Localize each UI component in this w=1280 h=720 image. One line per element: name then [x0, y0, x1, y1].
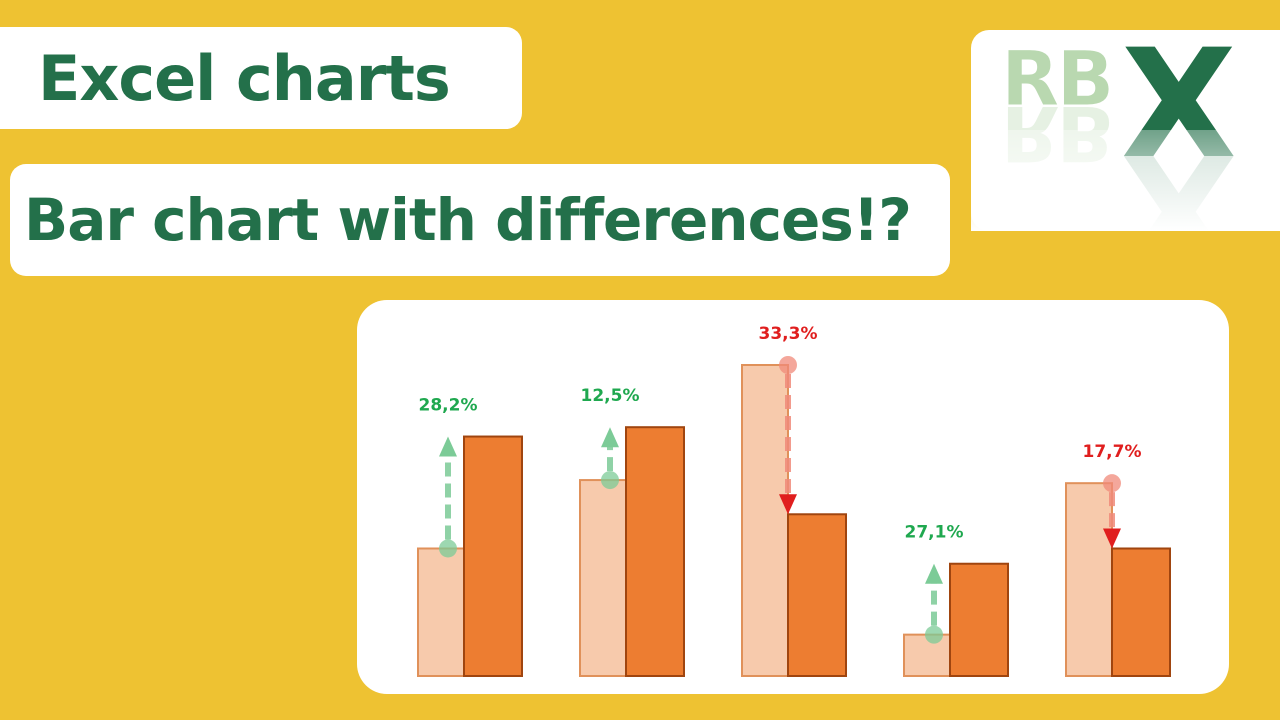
bar-current-3: [787, 513, 847, 677]
bar-current-4: [949, 562, 1009, 678]
bar-previous-3: [741, 364, 789, 677]
diff-arrow-head-3: [779, 494, 797, 515]
bar-previous-4: [903, 633, 951, 677]
diff-marker-5: [1103, 474, 1121, 493]
logo-reflection-fade: [971, 130, 1280, 231]
diff-label-1: 28,2%: [419, 396, 478, 416]
subtitle: Bar chart with differences!?: [24, 186, 912, 254]
logo-panel: RB RB X X: [971, 18, 1280, 294]
diff-label-4: 27,1%: [905, 523, 964, 543]
subtitle-banner: Bar chart with differences!?: [10, 164, 950, 276]
main-title: Excel charts: [38, 41, 451, 115]
chart-card: 28,2% 12,5% 33,3% 27,1% 17,7%: [357, 300, 1229, 694]
diff-arrow-head-4: [925, 563, 943, 584]
bar-previous-5: [1065, 482, 1113, 677]
diff-label-5: 17,7%: [1083, 442, 1142, 462]
bar-previous-1: [417, 547, 465, 678]
title-banner: Excel charts: [0, 27, 522, 129]
logo-rb-text: RB: [1001, 34, 1111, 123]
rbx-logo: RB RB X X: [971, 18, 1280, 294]
diff-marker-2: [601, 471, 619, 490]
diff-arrow-head-2: [601, 427, 619, 448]
diff-marker-4: [925, 625, 943, 644]
bar-chart: 28,2% 12,5% 33,3% 27,1% 17,7%: [417, 324, 1171, 678]
bar-current-1: [463, 435, 523, 677]
diff-marker-3: [779, 356, 797, 374]
diff-arrow-head-5: [1103, 528, 1121, 549]
bar-current-2: [625, 426, 685, 677]
bar-previous-2: [579, 479, 627, 677]
diff-arrow-head-1: [439, 436, 457, 457]
bar-current-5: [1111, 547, 1171, 678]
diff-label-2: 12,5%: [581, 386, 640, 406]
diff-label-3: 33,3%: [759, 324, 818, 344]
diff-marker-1: [439, 539, 457, 558]
